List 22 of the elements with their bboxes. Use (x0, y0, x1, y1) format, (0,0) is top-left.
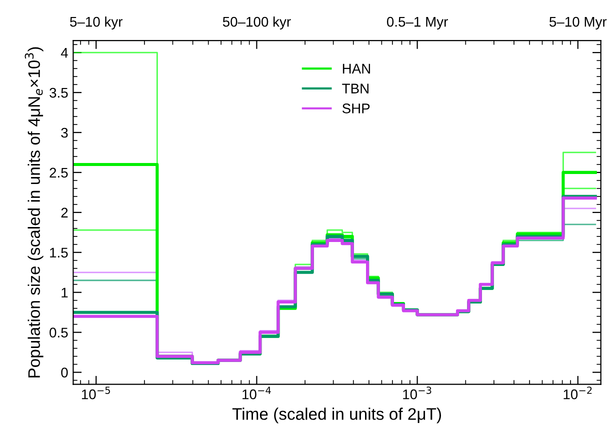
y-tick-label: 3.5 (50, 88, 68, 98)
text: 0.5–1 Myr (386, 16, 448, 30)
y-tick-label: 4 (60, 48, 68, 58)
x-axis-title: Time (scaled in units of 2μT) (232, 408, 441, 424)
y-tick-label: 2.5 (50, 168, 68, 178)
text: 50–100 kyr (222, 16, 291, 30)
y-axis-title: Population size (scaled in units of 4μN$_{e}$×10$^{3}$) (24, 47, 44, 378)
x-tick-label: 10$^{−4}$ (242, 386, 271, 400)
text: 5–10 kyr (70, 16, 123, 30)
x-tick-label: 10$^{−5}$ (82, 386, 110, 400)
y-tick-label: 1 (62, 288, 68, 298)
text: 5–10 Myr (549, 16, 607, 30)
legend-label: TBN (342, 84, 368, 94)
x-tick-label: 10$^{−3}$ (403, 386, 432, 400)
y-tick-label: 2 (61, 208, 68, 218)
y-tick-label: 3 (61, 128, 68, 138)
y-tick-label: 1.5 (50, 248, 68, 258)
y-tick-label: 0.5 (50, 328, 68, 338)
x-tick-label: 10$^{−2}$ (564, 386, 592, 400)
legend-label: SHP (342, 104, 370, 114)
y-tick-label: 0 (61, 368, 68, 378)
legend-label: HAN (342, 64, 370, 74)
